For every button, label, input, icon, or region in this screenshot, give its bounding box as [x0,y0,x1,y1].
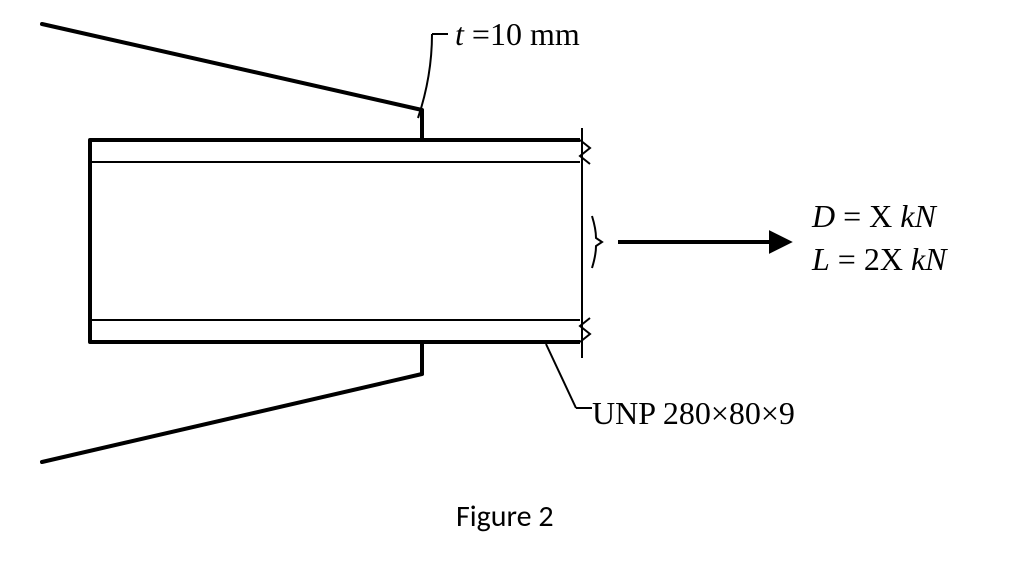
loads-block: D = X kN L = 2X kN [812,195,947,281]
figure-canvas: t =10 mm UNP 280×80×9 D = X kN L = 2X kN… [0,0,1024,578]
diagram-svg [0,0,1024,578]
figure-caption: Figure 2 [456,498,554,535]
load-l: L = 2X kN [812,238,947,281]
thickness-rest: =10 mm [472,16,580,52]
thickness-var: t [455,16,464,52]
thickness-label: t =10 mm [455,16,580,53]
load-d: D = X kN [812,195,947,238]
section-label: UNP 280×80×9 [592,395,795,432]
